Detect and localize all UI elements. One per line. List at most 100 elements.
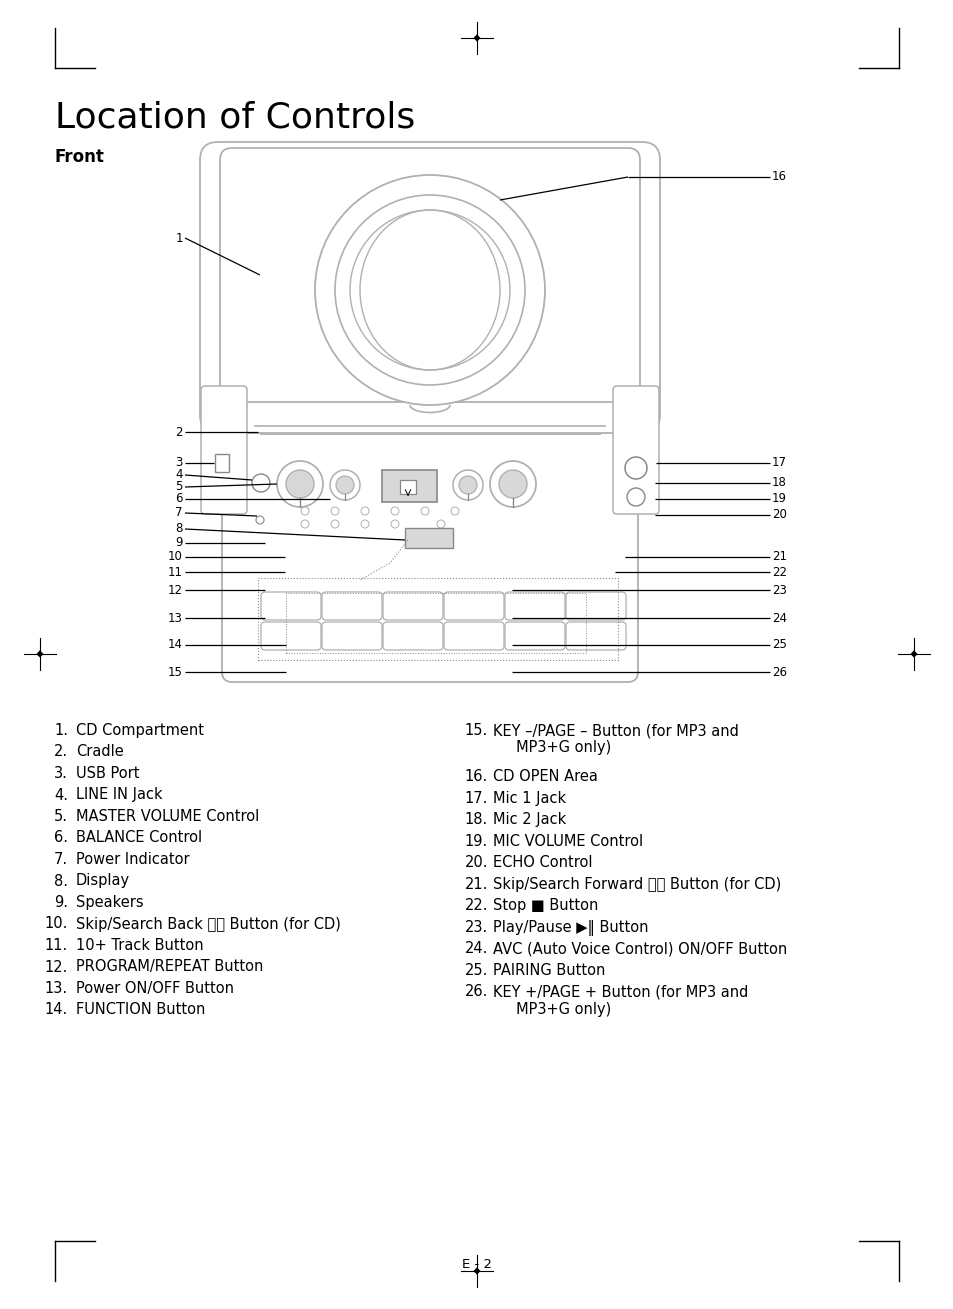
Bar <box>399 480 416 493</box>
Text: 13: 13 <box>168 611 183 624</box>
FancyBboxPatch shape <box>613 386 659 514</box>
Text: 24.: 24. <box>464 941 488 957</box>
Text: FUNCTION Button: FUNCTION Button <box>76 1003 205 1017</box>
Circle shape <box>255 516 264 524</box>
Bar <box>232 390 627 500</box>
Circle shape <box>360 507 369 514</box>
Text: 2.: 2. <box>53 745 68 759</box>
Text: Front: Front <box>55 148 105 166</box>
Text: 12: 12 <box>168 584 183 597</box>
Text: 17.: 17. <box>464 791 488 806</box>
Circle shape <box>301 520 309 528</box>
Text: Mic 1 Jack: Mic 1 Jack <box>493 791 565 806</box>
Text: 14: 14 <box>168 639 183 652</box>
Text: 17: 17 <box>771 457 786 470</box>
Circle shape <box>476 37 477 39</box>
FancyBboxPatch shape <box>565 592 625 620</box>
FancyBboxPatch shape <box>565 622 625 651</box>
Text: 20.: 20. <box>464 855 488 870</box>
Text: 15: 15 <box>168 665 183 678</box>
Text: Skip/Search Back ⧉⧉ Button (for CD): Skip/Search Back ⧉⧉ Button (for CD) <box>76 916 340 932</box>
Text: 16: 16 <box>771 170 786 183</box>
Text: 8.: 8. <box>54 873 68 889</box>
Text: 24: 24 <box>771 611 786 624</box>
Text: ECHO Control: ECHO Control <box>493 855 592 870</box>
Text: 19.: 19. <box>464 834 488 848</box>
Circle shape <box>624 457 646 479</box>
Circle shape <box>252 474 270 492</box>
Text: E - 2: E - 2 <box>461 1258 492 1271</box>
FancyBboxPatch shape <box>504 622 564 651</box>
Circle shape <box>314 175 544 404</box>
Text: 3: 3 <box>175 457 183 470</box>
Circle shape <box>626 488 644 507</box>
Text: Play/Pause ▶‖ Button: Play/Pause ▶‖ Button <box>493 920 648 936</box>
Text: 21: 21 <box>771 551 786 563</box>
Text: Speakers: Speakers <box>76 895 144 910</box>
Text: 1: 1 <box>175 232 183 245</box>
Bar <box>286 593 585 653</box>
Text: 7: 7 <box>175 507 183 520</box>
Bar <box>405 528 453 548</box>
FancyBboxPatch shape <box>504 592 564 620</box>
Text: LINE IN Jack: LINE IN Jack <box>76 788 162 802</box>
Text: 5.: 5. <box>54 809 68 823</box>
Text: Location of Controls: Location of Controls <box>55 99 415 134</box>
Text: 19: 19 <box>771 492 786 505</box>
Text: KEY +/PAGE + Button (for MP3 and
     MP3+G only): KEY +/PAGE + Button (for MP3 and MP3+G o… <box>493 984 747 1017</box>
Text: 11.: 11. <box>45 939 68 953</box>
Text: 15.: 15. <box>464 723 488 738</box>
Circle shape <box>286 470 314 497</box>
Circle shape <box>276 461 323 507</box>
Circle shape <box>451 507 458 514</box>
Text: 22.: 22. <box>464 898 488 914</box>
Text: 10: 10 <box>168 551 183 563</box>
Text: MIC VOLUME Control: MIC VOLUME Control <box>493 834 642 848</box>
Text: 22: 22 <box>771 565 786 579</box>
Text: 10+ Track Button: 10+ Track Button <box>76 939 203 953</box>
Text: 11: 11 <box>168 565 183 579</box>
Text: USB Port: USB Port <box>76 766 139 781</box>
Text: CD Compartment: CD Compartment <box>76 723 204 738</box>
Text: KEY –/PAGE – Button (for MP3 and
     MP3+G only): KEY –/PAGE – Button (for MP3 and MP3+G o… <box>493 723 739 755</box>
Text: MASTER VOLUME Control: MASTER VOLUME Control <box>76 809 259 823</box>
Text: Power ON/OFF Button: Power ON/OFF Button <box>76 980 233 996</box>
Circle shape <box>335 195 524 385</box>
FancyBboxPatch shape <box>322 622 381 651</box>
Circle shape <box>360 520 369 528</box>
FancyBboxPatch shape <box>443 592 503 620</box>
FancyBboxPatch shape <box>382 592 442 620</box>
Text: 4: 4 <box>175 469 183 482</box>
Circle shape <box>458 476 476 493</box>
Text: 14.: 14. <box>45 1003 68 1017</box>
Text: 6: 6 <box>175 492 183 505</box>
Circle shape <box>490 461 536 507</box>
Text: 6.: 6. <box>54 830 68 846</box>
Text: 23.: 23. <box>464 920 488 935</box>
Text: 1.: 1. <box>54 723 68 738</box>
Circle shape <box>476 1270 477 1272</box>
FancyBboxPatch shape <box>261 592 320 620</box>
Circle shape <box>498 470 526 497</box>
Text: BALANCE Control: BALANCE Control <box>76 830 202 846</box>
Circle shape <box>331 507 338 514</box>
Bar <box>381 470 436 501</box>
Text: PROGRAM/REPEAT Button: PROGRAM/REPEAT Button <box>76 959 263 974</box>
Text: 25.: 25. <box>464 962 488 978</box>
Text: 18.: 18. <box>464 812 488 827</box>
Text: 25: 25 <box>771 639 786 652</box>
Bar <box>214 454 229 473</box>
Text: 9.: 9. <box>54 895 68 910</box>
Text: 20: 20 <box>771 508 786 521</box>
Text: 23: 23 <box>771 584 786 597</box>
Text: 13.: 13. <box>45 980 68 996</box>
Text: PAIRING Button: PAIRING Button <box>493 962 605 978</box>
Circle shape <box>912 653 915 656</box>
FancyBboxPatch shape <box>222 292 638 682</box>
Text: 10.: 10. <box>45 916 68 932</box>
FancyBboxPatch shape <box>443 622 503 651</box>
Text: 8: 8 <box>175 522 183 535</box>
Text: Display: Display <box>76 873 130 889</box>
FancyBboxPatch shape <box>322 592 381 620</box>
Text: Power Indicator: Power Indicator <box>76 852 190 867</box>
